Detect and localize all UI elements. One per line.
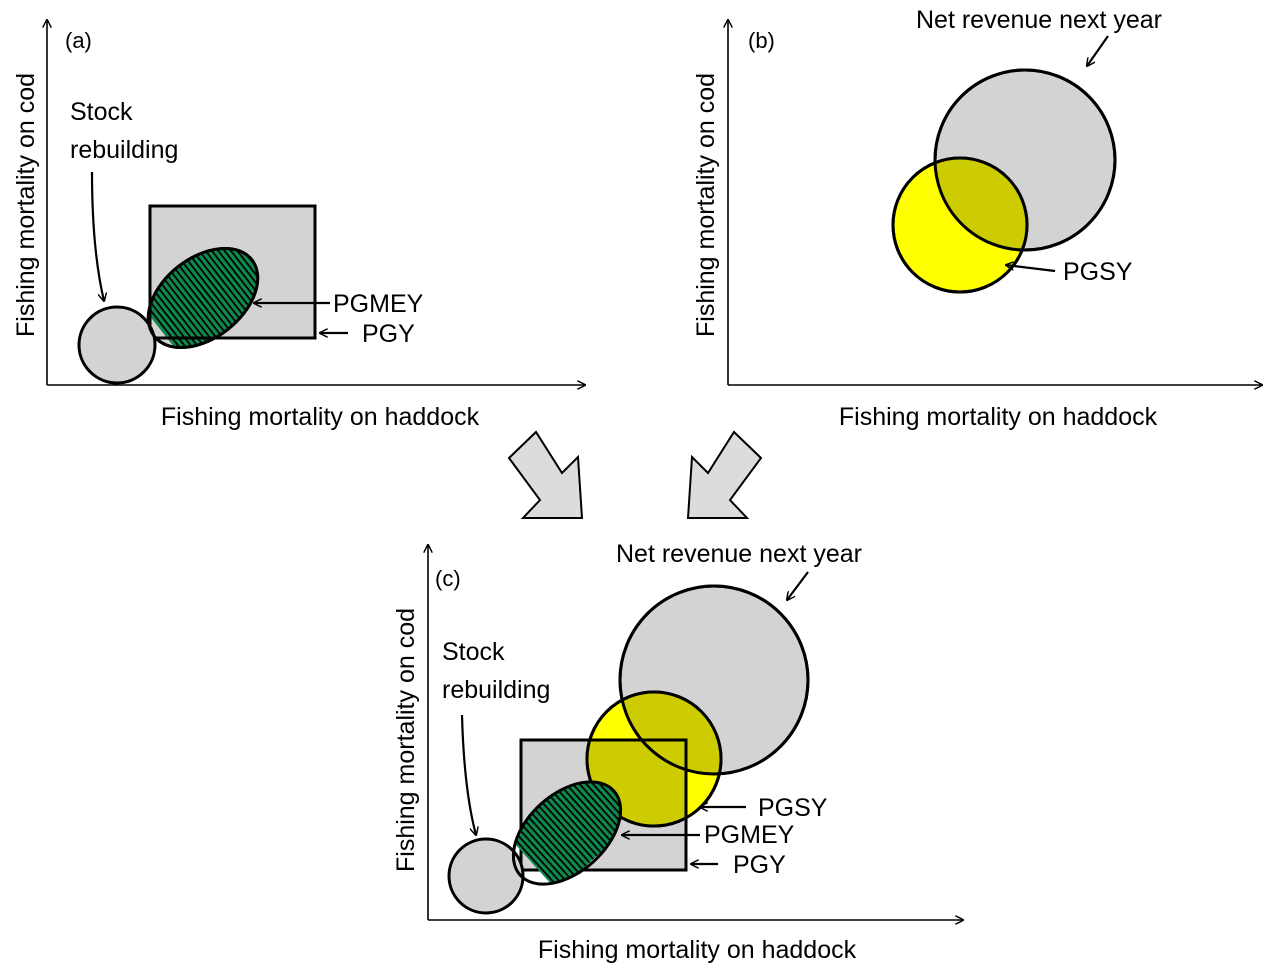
panel-c-pgmey-hatched-fill xyxy=(513,781,621,885)
block-arrow-b-to-c xyxy=(686,430,763,519)
panel-a: (a) Fishing mortality on cod Fishing mor… xyxy=(12,20,585,431)
panel-a-stock-rebuilding-pointer xyxy=(90,171,104,301)
panel-c-stock-label-line1: Stock xyxy=(442,638,505,666)
panel-b-pgsy-label: PGSY xyxy=(1063,258,1133,286)
panel-c-net-revenue-label: Net revenue next year xyxy=(616,540,862,568)
panel-c-y-axis-title: Fishing mortality on cod xyxy=(392,608,420,872)
panel-a-pgy-label: PGY xyxy=(362,320,415,348)
panel-a-pgmey-hatched-fill xyxy=(148,248,258,348)
panel-c-pgy-rectangle-outline xyxy=(519,738,688,872)
panel-c-pgmey-label: PGMEY xyxy=(704,821,795,849)
panel-b-net-revenue-pointer xyxy=(1087,35,1109,66)
panel-a-letter: (a) xyxy=(65,28,92,53)
panel-b-pgsy-outline xyxy=(891,156,1029,294)
panel-a-stock-label-line1: Stock xyxy=(70,98,133,126)
panel-c-ellipse-overlap-outline xyxy=(511,839,523,886)
panel-b-pgsy-pointer xyxy=(1006,265,1056,273)
panel-a-stock-label-line2: rebuilding xyxy=(70,136,178,164)
panel-b-x-axis-title: Fishing mortality on haddock xyxy=(839,403,1158,431)
panel-b: (b) Fishing mortality on cod Fishing mor… xyxy=(692,6,1262,431)
panel-c-stock-rebuilding-circle xyxy=(447,837,525,915)
panel-c-stock-label-line2: rebuilding xyxy=(442,676,550,704)
panel-a-x-axis-title: Fishing mortality on haddock xyxy=(161,403,480,431)
panel-b-letter: (b) xyxy=(748,28,775,53)
panel-b-net-revenue-label: Net revenue next year xyxy=(916,6,1162,34)
panel-c-pgsy-outline xyxy=(585,690,723,828)
panel-c-net-revenue-outline xyxy=(618,584,810,776)
panel-c-stock-rebuilding-pointer xyxy=(460,714,476,835)
panel-c-pgsy-label: PGSY xyxy=(758,794,828,822)
panel-a-pgy-rectangle-outline xyxy=(148,204,317,340)
panel-a-pgmey-label: PGMEY xyxy=(333,290,424,318)
panel-a-stock-rebuilding-circle xyxy=(77,305,157,385)
panel-b-net-revenue-outline xyxy=(933,68,1117,252)
block-arrow-a-to-c xyxy=(507,430,584,519)
panel-c-x-axis-title: Fishing mortality on haddock xyxy=(538,936,857,964)
panel-c-net-revenue-pointer xyxy=(787,571,809,600)
panel-c-pgy-label: PGY xyxy=(733,851,786,879)
panel-c-letter: (c) xyxy=(435,566,461,591)
panel-c: (c) Fishing mortality on cod Fishing mor… xyxy=(392,540,963,964)
panel-b-y-axis-title: Fishing mortality on cod xyxy=(692,73,720,337)
panel-a-y-axis-title: Fishing mortality on cod xyxy=(12,73,40,337)
